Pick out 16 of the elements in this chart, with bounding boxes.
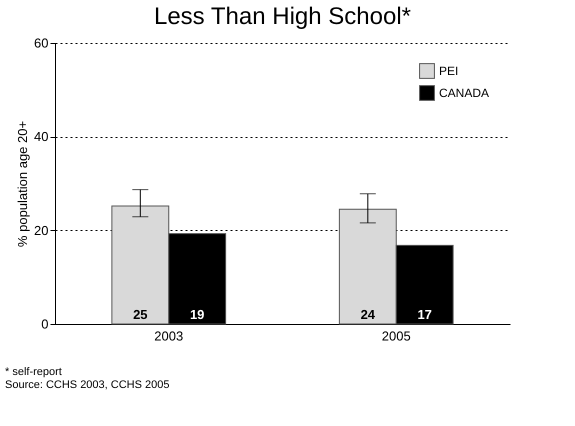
data-label: 24 <box>360 307 376 322</box>
y-tick-label: 60 <box>34 36 48 50</box>
y-tick-label: 0 <box>41 316 48 332</box>
y-axis-title: % population age 20+ <box>15 120 30 248</box>
data-label: 19 <box>190 307 204 322</box>
chart-title: Less Than High School* <box>154 3 412 30</box>
y-tick-label: 20 <box>34 222 48 238</box>
legend-label: PEI <box>439 64 458 78</box>
data-label: 17 <box>417 307 432 322</box>
data-label: 25 <box>133 307 148 322</box>
x-tick-label: 2003 <box>154 328 184 344</box>
y-tick-label: 40 <box>34 129 48 144</box>
source-note: Source: CCHS 2003, CCHS 2005 <box>5 379 170 391</box>
legend-label: CANADA <box>439 86 490 100</box>
x-tick-label: 2005 <box>382 328 411 344</box>
text: * self-report <box>5 366 62 378</box>
